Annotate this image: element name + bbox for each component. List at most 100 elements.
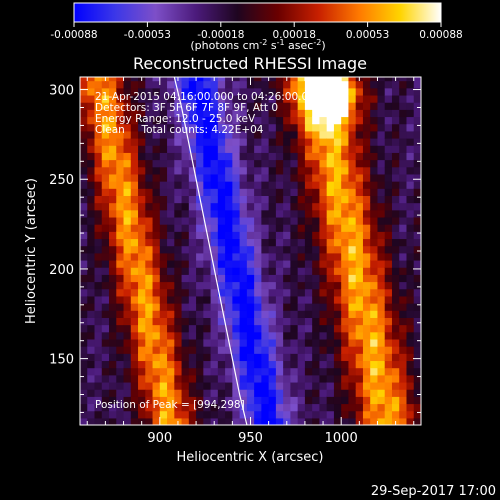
- heatmap-cell: [399, 123, 408, 132]
- heatmap-cell: [384, 303, 393, 311]
- heatmap-cell: [109, 87, 117, 96]
- heatmap-cell: [116, 381, 125, 390]
- heatmap-cell: [167, 303, 175, 311]
- heatmap-cell: [123, 389, 132, 397]
- heatmap-cell: [406, 403, 415, 412]
- heatmap-cell: [312, 231, 321, 240]
- heatmap-cell: [101, 209, 110, 218]
- heatmap-cell: [377, 231, 386, 240]
- heatmap-cell: [312, 94, 321, 103]
- heatmap-cell: [391, 116, 400, 125]
- heatmap-cell: [188, 188, 197, 196]
- x-tick-label: 1000: [325, 431, 358, 446]
- heatmap-cell: [377, 130, 386, 139]
- heatmap-cell: [101, 145, 110, 153]
- heatmap-cell: [275, 80, 284, 89]
- heatmap-cell: [116, 188, 125, 196]
- heatmap-cell: [123, 77, 132, 82]
- heatmap-cell: [312, 224, 321, 232]
- heatmap-cell: [203, 224, 212, 232]
- heatmap-cell: [377, 381, 386, 390]
- heatmap-cell: [283, 267, 292, 275]
- heatmap-cell: [326, 324, 335, 333]
- heatmap-cell: [210, 181, 219, 189]
- heatmap-cell: [304, 202, 313, 211]
- heatmap-cell: [174, 130, 183, 139]
- heatmap-cell: [413, 360, 421, 369]
- heatmap-cell: [370, 195, 379, 204]
- colorbar-unit: (photons cm-2 s-1 asec-2): [190, 38, 325, 52]
- heatmap-cell: [167, 123, 175, 132]
- heatmap-cell: [297, 331, 306, 340]
- heatmap-cell: [406, 353, 415, 362]
- heatmap-cell: [101, 367, 110, 376]
- heatmap-cell: [413, 123, 421, 132]
- heatmap-cell: [138, 245, 146, 254]
- heatmap-cell: [261, 80, 270, 89]
- heatmap-cell: [319, 116, 328, 125]
- heatmap-cell: [196, 410, 204, 419]
- heatmap-cell: [355, 159, 364, 168]
- heatmap-cell: [101, 137, 110, 146]
- heatmap-cell: [348, 94, 357, 103]
- heatmap-cell: [80, 295, 88, 304]
- heatmap-cell: [348, 166, 357, 175]
- heatmap-cell: [319, 152, 328, 161]
- heatmap-cell: [145, 374, 154, 383]
- heatmap-cell: [101, 109, 110, 118]
- heatmap-cell: [167, 274, 175, 283]
- heatmap-cell: [362, 310, 371, 318]
- heatmap-cell: [159, 245, 168, 254]
- heatmap-cell: [188, 152, 197, 161]
- heatmap-cell: [159, 310, 168, 318]
- heatmap-cell: [304, 231, 313, 240]
- heatmap-cell: [297, 116, 306, 125]
- heatmap-cell: [152, 238, 161, 247]
- heatmap-cell: [203, 123, 212, 132]
- heatmap-cell: [225, 360, 233, 369]
- heatmap-cell: [203, 202, 212, 211]
- heatmap-cell: [239, 331, 248, 340]
- heatmap-cell: [167, 181, 175, 189]
- heatmap-cell: [268, 410, 277, 419]
- heatmap-cell: [203, 259, 212, 268]
- heatmap-cell: [109, 188, 117, 196]
- heatmap-cell: [370, 77, 379, 82]
- heatmap-cell: [174, 80, 183, 89]
- heatmap-cell: [94, 396, 103, 405]
- heatmap-cell: [217, 188, 226, 196]
- heatmap-cell: [304, 381, 313, 390]
- heatmap-cell: [246, 274, 255, 283]
- heatmap-cell: [123, 109, 132, 118]
- heatmap-cell: [333, 209, 342, 218]
- heatmap-cell: [355, 224, 364, 232]
- heatmap-cell: [399, 396, 408, 405]
- heatmap-cell: [101, 353, 110, 362]
- heatmap-cell: [304, 159, 313, 168]
- heatmap-cell: [283, 216, 292, 225]
- heatmap-cell: [239, 303, 248, 311]
- heatmap-cell: [348, 324, 357, 333]
- heatmap-cell: [399, 94, 408, 103]
- heatmap-cell: [217, 102, 226, 110]
- heatmap-cell: [123, 231, 132, 240]
- heatmap-cell: [188, 288, 197, 297]
- heatmap-cell: [348, 346, 357, 354]
- heatmap-cell: [254, 130, 262, 139]
- heatmap-cell: [333, 281, 342, 290]
- heatmap-cell: [159, 281, 168, 290]
- heatmap-cell: [167, 338, 175, 347]
- heatmap-cell: [123, 367, 132, 376]
- heatmap-cell: [188, 80, 197, 89]
- heatmap-cell: [217, 317, 226, 326]
- heatmap-cell: [341, 77, 350, 82]
- heatmap-cell: [116, 159, 125, 168]
- heatmap-cell: [116, 209, 125, 218]
- heatmap-cell: [268, 224, 277, 232]
- heatmap-cell: [138, 195, 146, 204]
- heatmap-cell: [297, 94, 306, 103]
- heatmap-cell: [174, 374, 183, 383]
- heatmap-cell: [399, 77, 408, 82]
- heatmap-cell: [123, 374, 132, 383]
- heatmap-cell: [181, 259, 190, 268]
